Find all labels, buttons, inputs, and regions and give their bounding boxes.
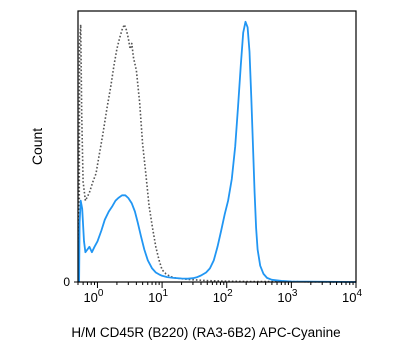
x-tick-label: 102 <box>213 288 233 305</box>
x-tick-label: 101 <box>148 288 168 305</box>
series-group <box>78 20 357 283</box>
plot-area-frame <box>77 10 357 283</box>
x-tick-label: 104 <box>342 288 362 305</box>
stained-histogram-line <box>78 20 357 283</box>
x-tick-label: 100 <box>83 288 103 305</box>
y-axis-label: Count <box>29 128 45 165</box>
y-tick-label: 0 <box>63 275 70 289</box>
x-axis-label: H/M CD45R (B220) (RA3-6B2) APC-Cyanine <box>71 325 340 340</box>
x-tick-label: 103 <box>277 288 297 305</box>
axis-ticks-group: 100 101 102 103 104 0 <box>63 275 362 305</box>
